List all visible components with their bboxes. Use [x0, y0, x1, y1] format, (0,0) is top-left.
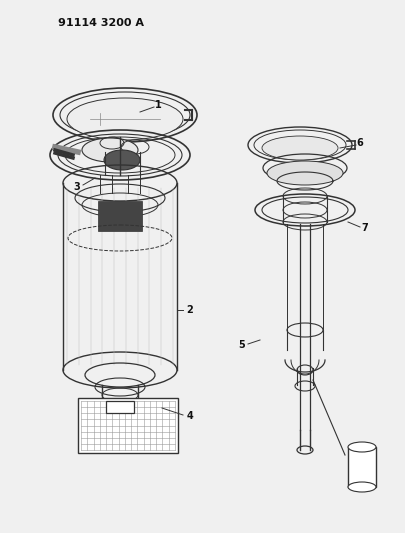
- Ellipse shape: [104, 150, 140, 170]
- Text: 4: 4: [187, 411, 193, 421]
- Text: 1: 1: [155, 100, 161, 110]
- Ellipse shape: [348, 442, 376, 452]
- Ellipse shape: [82, 138, 138, 162]
- Text: 5: 5: [239, 340, 245, 350]
- Ellipse shape: [267, 161, 343, 185]
- Bar: [78, 398, 178, 453]
- Ellipse shape: [262, 136, 338, 160]
- Bar: [98, 201, 142, 231]
- Text: 3: 3: [74, 182, 80, 192]
- Bar: [106, 401, 134, 413]
- Bar: [348, 447, 376, 487]
- Text: 7: 7: [362, 223, 369, 233]
- Text: 91114 3200 A: 91114 3200 A: [58, 18, 144, 28]
- Ellipse shape: [348, 482, 376, 492]
- Ellipse shape: [67, 98, 183, 140]
- Text: 6: 6: [357, 138, 363, 148]
- Text: 2: 2: [187, 305, 193, 315]
